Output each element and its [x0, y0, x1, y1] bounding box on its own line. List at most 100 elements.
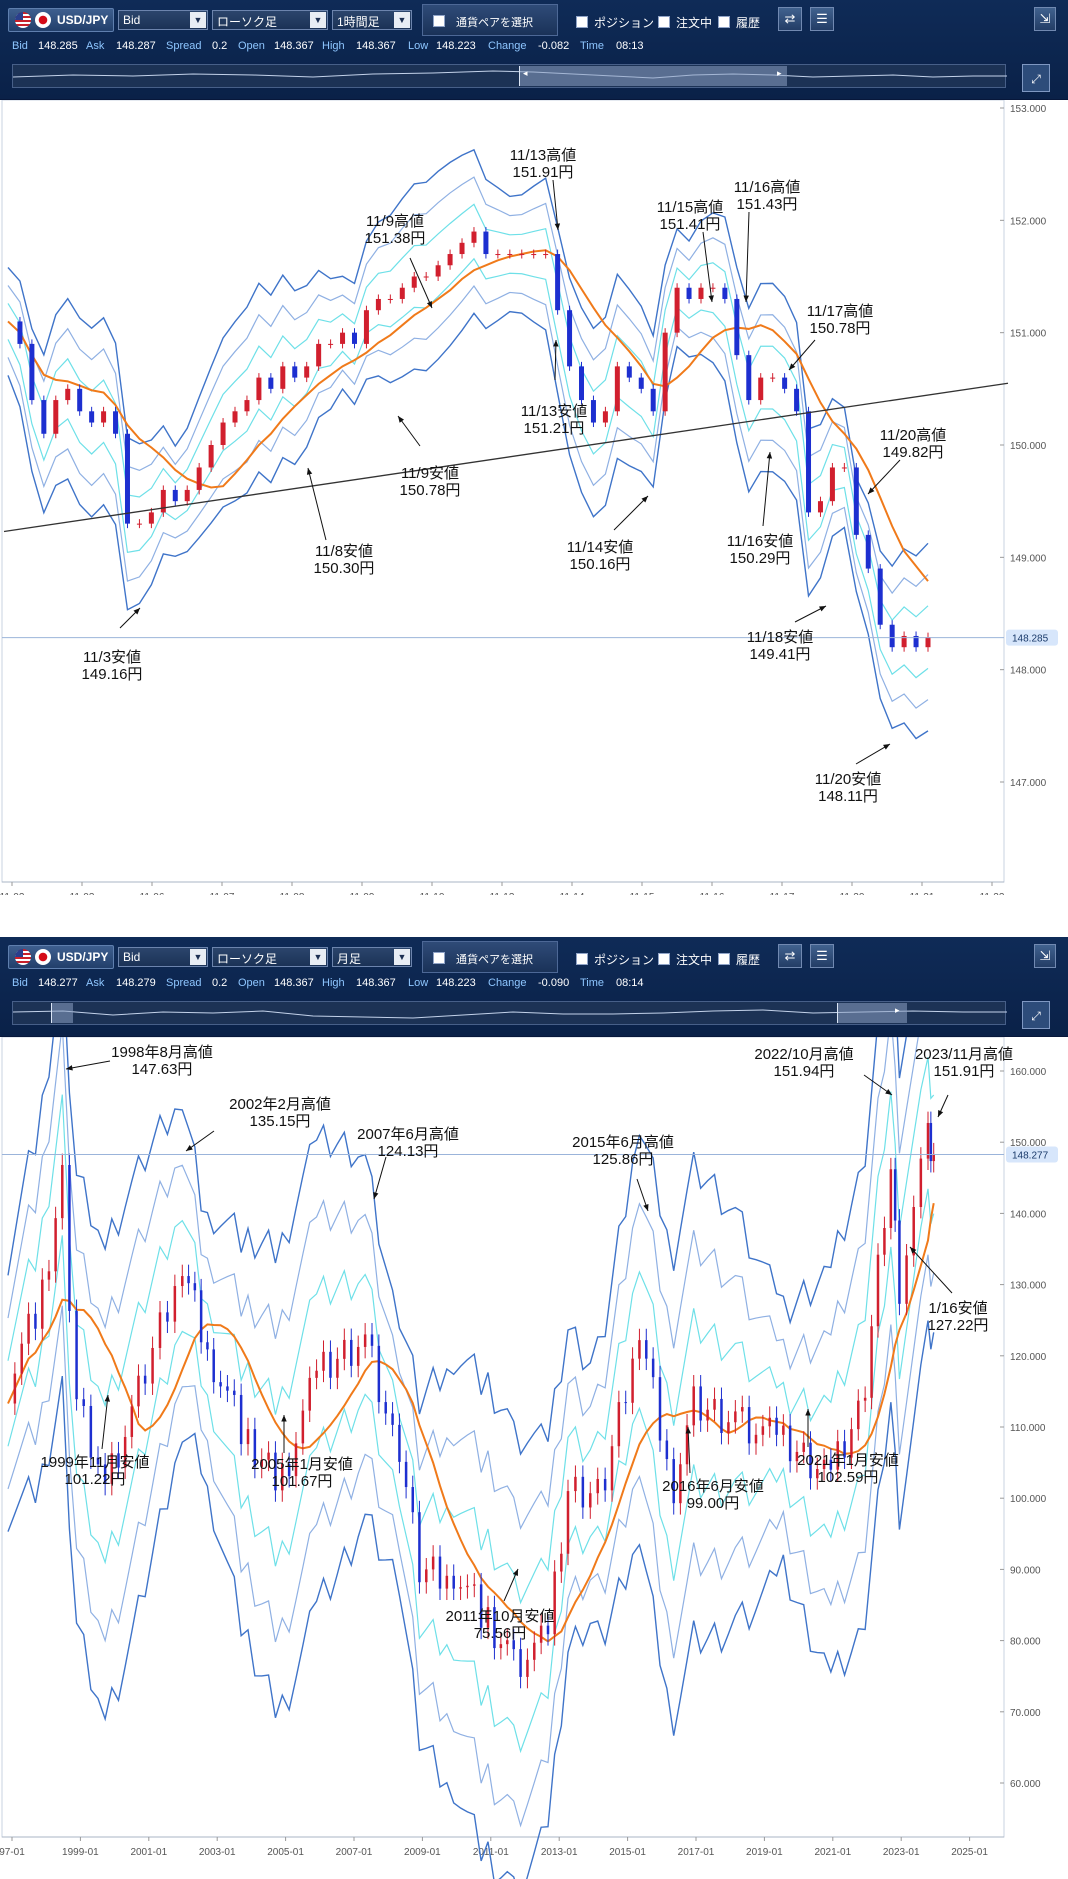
candle: [507, 249, 513, 259]
position-checkbox[interactable]: [576, 953, 588, 965]
candle-body: [610, 1446, 614, 1491]
orders-checkbox[interactable]: [658, 16, 670, 28]
bid-label: Bid: [12, 977, 28, 989]
timeframe-select[interactable]: 1時間足 ▼: [332, 10, 412, 30]
candle-body: [41, 400, 47, 434]
candle: [351, 328, 357, 349]
candle: [574, 1465, 577, 1503]
candle: [233, 1379, 236, 1407]
candle-body: [775, 1417, 778, 1435]
candle: [775, 1406, 778, 1447]
select-pair-toggle[interactable]: 通貨ペアを選択: [422, 4, 558, 36]
y-tick-label: 70.000: [1010, 1708, 1041, 1719]
candle: [61, 1153, 64, 1230]
timeframe-select[interactable]: 月足 ▼: [332, 947, 412, 967]
candle-body: [806, 411, 812, 513]
chart-list-icon[interactable]: ☰: [810, 944, 834, 968]
select-pair-toggle[interactable]: 通貨ペアを選択: [422, 941, 558, 973]
candle-body: [398, 1424, 401, 1462]
annotation-value: 151.41円: [660, 216, 721, 233]
candle: [212, 1338, 215, 1394]
candle-body: [533, 1642, 536, 1660]
chevron-right-icon[interactable]: ▸: [777, 68, 782, 78]
candle-body: [336, 1358, 339, 1378]
candle: [411, 1475, 415, 1524]
position-checkbox[interactable]: [576, 16, 588, 28]
select-pair-checkbox[interactable]: [433, 952, 445, 964]
candle: [308, 1366, 311, 1423]
navigator-window[interactable]: [837, 1003, 907, 1023]
annotation-label: 2005年1月安値: [251, 1456, 353, 1473]
ask-label: Ask: [86, 40, 105, 52]
candle: [399, 283, 405, 304]
collapse-icon[interactable]: ⇲: [1034, 944, 1056, 968]
y-tick-label: 90.000: [1010, 1565, 1041, 1576]
candle: [686, 283, 692, 304]
candle-body: [913, 635, 919, 648]
candle-body: [89, 1405, 93, 1458]
candle-body: [471, 231, 477, 243]
chart-settings-icon[interactable]: ⇄: [778, 944, 802, 968]
x-tick-label: 2003-01: [199, 1847, 236, 1858]
chevron-left-icon[interactable]: ◂: [523, 68, 528, 78]
time-navigator[interactable]: ▸: [12, 1001, 1007, 1025]
select-pair-checkbox[interactable]: [433, 15, 445, 27]
collapse-icon[interactable]: ⇲: [1034, 7, 1056, 31]
candle: [747, 1395, 751, 1455]
price-type-select[interactable]: Bid ▼: [118, 10, 208, 30]
navigator-window-start[interactable]: [51, 1003, 73, 1023]
candle: [617, 1390, 621, 1458]
y-tick-label: 160.000: [1010, 1067, 1047, 1078]
annotation-value: 151.91円: [934, 1063, 995, 1080]
trend-line: [3, 382, 1009, 533]
open-label: Open: [238, 40, 265, 52]
chart-list-icon[interactable]: ☰: [810, 7, 834, 31]
candle-body: [65, 388, 71, 401]
time-navigator[interactable]: ◂ ▸: [12, 64, 1007, 88]
annotation-arrow: [373, 1156, 387, 1200]
candle: [123, 1425, 127, 1479]
candle: [645, 1328, 648, 1371]
x-tick-label: 2013-01: [541, 1847, 578, 1858]
candle-body: [883, 1227, 886, 1255]
monthly-chart[interactable]: 160.000 150.000 140.000 130.000 120.000 110.0…: [0, 1037, 1068, 1879]
candle: [124, 429, 130, 529]
candle: [398, 1413, 401, 1474]
orders-checkbox[interactable]: [658, 953, 670, 965]
currency-pair-button[interactable]: USD/JPY: [8, 945, 114, 969]
candle-body: [553, 1571, 556, 1635]
hourly-chart[interactable]: 153.000 152.000 151.000 150.000 149.000 148.0…: [0, 100, 1068, 895]
history-checkbox[interactable]: [718, 16, 730, 28]
fit-view-icon[interactable]: ⤢: [1022, 1001, 1050, 1029]
candle: [54, 1206, 57, 1283]
chart-type-select[interactable]: ローソク足 ▼: [212, 947, 328, 967]
x-tick-label: 11-17: [770, 892, 795, 895]
candle-body: [110, 1453, 114, 1484]
chart-type-select[interactable]: ローソク足 ▼: [212, 10, 328, 30]
x-tick-label: 2021-01: [814, 1847, 851, 1858]
candle: [817, 496, 823, 517]
chart-settings-icon[interactable]: ⇄: [778, 7, 802, 31]
candle: [512, 1628, 515, 1661]
candle-body: [253, 1429, 257, 1467]
price-type-select[interactable]: Bid ▼: [118, 947, 208, 967]
arrow-head-icon: [554, 223, 561, 230]
candle: [685, 1413, 689, 1476]
candle: [672, 1447, 675, 1515]
navigator-window[interactable]: [519, 66, 787, 86]
candle: [356, 1335, 360, 1378]
candle: [889, 1157, 893, 1240]
candle-body: [512, 1640, 515, 1650]
fit-view-icon[interactable]: ⤢: [1022, 64, 1050, 92]
candle-body: [758, 377, 764, 401]
currency-pair-button[interactable]: USD/JPY: [8, 8, 114, 32]
candle: [603, 1467, 607, 1502]
chevron-right-icon[interactable]: ▸: [895, 1005, 900, 1015]
candle-body: [13, 1373, 17, 1404]
candle: [343, 1328, 346, 1371]
candle: [610, 1434, 614, 1502]
candle-body: [579, 366, 585, 401]
history-checkbox[interactable]: [718, 953, 730, 965]
